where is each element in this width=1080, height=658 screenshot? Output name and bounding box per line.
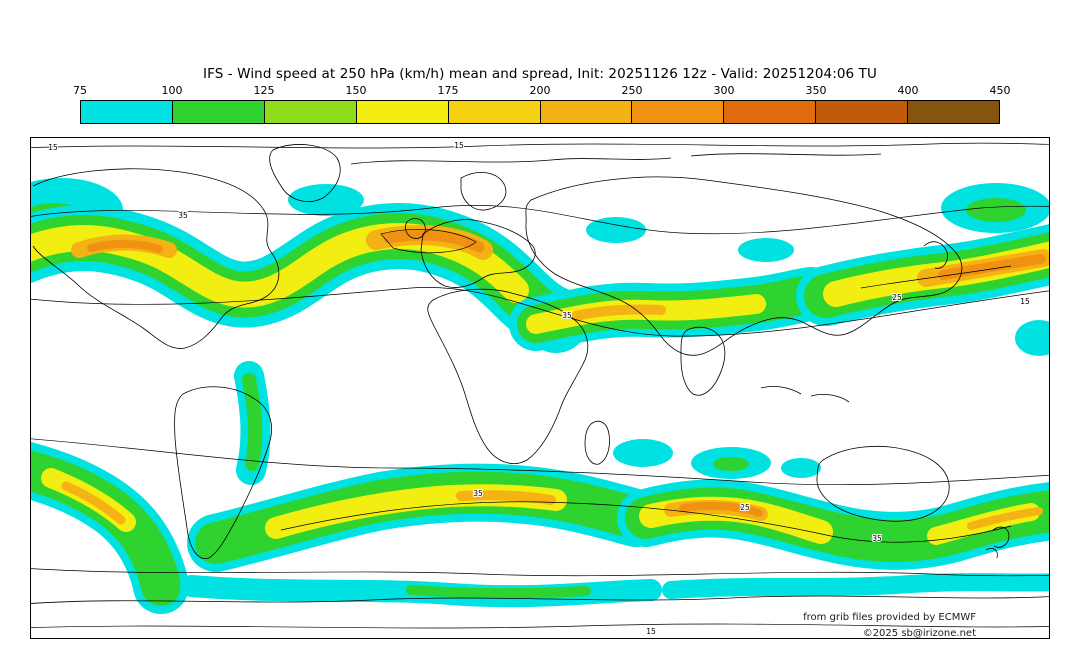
colorbar-tick: 400 (897, 84, 919, 97)
coastline-madagascar (584, 420, 610, 465)
spread-contour-15 (31, 142, 1049, 149)
contour-label: 25 (740, 503, 750, 512)
contour-label: 35 (473, 489, 483, 498)
spread-contour-15 (31, 205, 1049, 235)
colorbar-segment (539, 101, 632, 123)
coastline-british-isles (405, 218, 426, 239)
coastline-india (680, 326, 726, 396)
spread-contour-15 (31, 568, 1049, 577)
wind-patch (613, 439, 673, 467)
coastline-asia (525, 176, 963, 356)
colorbar-segment (907, 101, 1000, 123)
colorbar-segment (447, 101, 540, 123)
wind-map: 15 15 35 35 25 15 35 25 35 15 from grib files pro… (31, 140, 1049, 638)
colorbar-tick: 450 (989, 84, 1011, 97)
colorbar-segment (81, 101, 172, 123)
coastlines (31, 144, 1049, 604)
coastline-greenland (269, 144, 341, 202)
jet-band-core (383, 229, 485, 253)
wind-patch (242, 373, 263, 471)
wind-patch (406, 585, 591, 599)
spread-contour-25 (380, 228, 477, 254)
attribution-source: from grib files provided by ECMWF (803, 612, 976, 623)
colorbar-tick: 200 (529, 84, 551, 97)
jet-band-core (61, 481, 126, 525)
coastline-antarctica (31, 595, 1049, 604)
jet-band-core (456, 490, 556, 505)
colorbar-tick: 150 (345, 84, 367, 97)
contour-label: 15 (646, 627, 656, 636)
coastline-south-america (174, 386, 272, 559)
coastline-north-america (32, 168, 280, 349)
colorbar-segment (263, 101, 356, 123)
colorbar-tick: 100 (161, 84, 183, 97)
colorbar-tick: 125 (253, 84, 275, 97)
colorbar-segment (631, 101, 724, 123)
contour-label: 25 (892, 293, 902, 302)
wind-speed-bands (31, 178, 1049, 614)
coastline-australia (816, 446, 950, 522)
colorbar-segment (815, 101, 908, 123)
jet-band-core (571, 304, 666, 321)
wind-patch (966, 198, 1026, 222)
coastline-new-zealand (985, 526, 1010, 559)
colorbar-segment (355, 101, 448, 123)
colorbar-tick: 175 (437, 84, 459, 97)
jet-band-core (938, 254, 1046, 280)
coastline-europe (420, 219, 536, 288)
wind-patch (288, 184, 364, 216)
wind-patch (713, 457, 749, 471)
spread-contour-15 (31, 438, 1049, 486)
spread-contour-35 (280, 501, 1012, 543)
contour-label: 15 (48, 143, 58, 152)
colorbar-tick: 75 (73, 84, 87, 97)
map-frame: 15 15 35 35 25 15 35 25 35 15 from grib files pro… (30, 137, 1050, 639)
spread-contour-25 (860, 265, 1012, 289)
contour-label: 15 (454, 141, 464, 150)
colorbar-tick: 350 (805, 84, 827, 97)
wind-patch (738, 238, 794, 262)
attribution-copyright: ©2025 sb@irizone.net (863, 628, 976, 638)
wind-patch (1015, 320, 1049, 356)
colorbar (80, 100, 1000, 124)
contour-labels: 15 15 35 35 25 15 35 25 35 15 (47, 140, 1031, 637)
spread-contour-15 (31, 623, 1049, 629)
wind-patch (662, 573, 1049, 599)
wind-patch (586, 217, 646, 243)
contour-label: 35 (178, 211, 188, 220)
coastline-scandinavia (460, 172, 507, 211)
contour-label: 35 (562, 311, 572, 320)
contour-label: 15 (1020, 297, 1030, 306)
jet-band-core (87, 239, 163, 253)
coastline-japan (923, 241, 948, 269)
colorbar-ticks: 75 100 125 150 175 200 250 300 350 400 450 (73, 84, 1011, 97)
page-title: IFS - Wind speed at 250 hPa (km/h) mean … (203, 66, 877, 82)
contour-label: 35 (872, 534, 882, 543)
colorbar-tick: 250 (621, 84, 643, 97)
wind-patch (781, 458, 821, 478)
colorbar-tick: 300 (713, 84, 735, 97)
colorbar-segment (171, 101, 264, 123)
jet-band-core (679, 501, 763, 517)
coastline-indonesia (760, 386, 850, 403)
spread-contours (31, 142, 1049, 629)
jet-band-core (967, 507, 1043, 530)
colorbar-segment (723, 101, 816, 123)
spread-contour-15 (31, 287, 1049, 337)
coastline-africa (427, 288, 589, 464)
coastline-arctic (350, 153, 882, 165)
